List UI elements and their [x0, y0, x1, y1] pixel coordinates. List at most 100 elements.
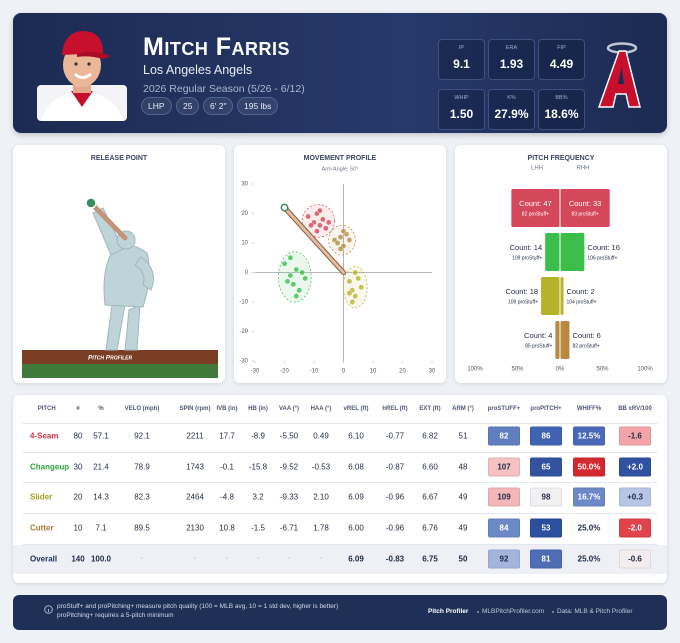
- table-cell: 78.9: [134, 462, 150, 472]
- row-divider: [23, 513, 657, 514]
- pitch-point: [299, 269, 305, 276]
- stat-value: 1.93: [499, 57, 524, 71]
- pitch-point: [290, 281, 297, 288]
- panel-subtitle: Arm Angle: 50°: [322, 166, 359, 172]
- x-tick-label: -10: [310, 369, 319, 375]
- stat-label: IP: [458, 45, 465, 51]
- table-cell: -: [320, 556, 322, 562]
- rating-cell: -1.6: [619, 426, 651, 446]
- rating-cell: 16.7%: [573, 487, 605, 507]
- pitch-point: [287, 254, 294, 261]
- x-tick-label: -20: [280, 369, 289, 375]
- pitch-point: [346, 278, 353, 285]
- footer-note: proPitching+ requires a 5-pitch minimum: [57, 612, 174, 619]
- separator: [552, 611, 554, 613]
- pitch-point: [308, 222, 314, 229]
- stat-box: ERA 1.93: [488, 39, 535, 80]
- pitch-point: [340, 228, 347, 234]
- pitch-point: [325, 219, 332, 226]
- rating-cell: 107: [488, 457, 520, 477]
- rating-cell: 25.0%: [577, 523, 601, 533]
- stat-label: ERA: [505, 45, 518, 51]
- panel-title: MOVEMENT PROFILE: [304, 155, 377, 162]
- player-header: Mitch Farris Los Angeles Angels 2026 Reg…: [13, 13, 667, 133]
- y-tick-label: 10: [241, 241, 248, 247]
- stat-box: K% 27.9%: [488, 89, 535, 130]
- y-tick-label: 0: [245, 270, 249, 276]
- pitch-point: [346, 237, 353, 243]
- pitch-point: [323, 225, 329, 232]
- pitch-point: [314, 228, 320, 234]
- y-tick-label: -20: [239, 329, 248, 335]
- table-cell: -9.33: [279, 492, 299, 502]
- rating-cell: -2.0: [619, 518, 651, 538]
- stat-label: WHIP: [454, 95, 469, 101]
- stat-box: IP 9.1: [438, 39, 485, 80]
- rating-cell: 65: [530, 457, 562, 477]
- stat-value: 4.49: [549, 57, 574, 71]
- y-tick-label: -30: [239, 359, 248, 365]
- table-cell: 49: [458, 492, 468, 502]
- stat-value: 18.6%: [544, 107, 579, 121]
- x-tick-label: -30: [251, 369, 260, 375]
- table-cell: 6.60: [422, 462, 438, 472]
- table-cell: 48: [458, 462, 468, 472]
- pill: LHP: [141, 97, 172, 115]
- count-label: Count: 16: [587, 243, 620, 252]
- player-name: Mitch Farris: [143, 33, 291, 61]
- separator: [477, 611, 479, 613]
- count-label: Count: 6: [572, 331, 600, 340]
- season: 2026 Regular Season (5/26 - 6/12): [143, 83, 305, 95]
- pitch-point: [349, 299, 356, 305]
- table-cell: 140: [71, 554, 85, 564]
- movement-panel: MOVEMENT PROFILE Arm Angle: 50° -30 -20 -1…: [234, 145, 446, 383]
- pitch-point: [358, 284, 364, 291]
- panel-title: PITCH FREQUENCY: [528, 155, 595, 162]
- stat-value: 9.1: [453, 57, 470, 71]
- x-tick-label: 50%: [596, 367, 609, 373]
- frequency-bar: [545, 233, 560, 271]
- rating-cell: 86: [530, 426, 562, 446]
- table-cell: 20: [73, 492, 83, 502]
- rating-cell: 53: [530, 518, 562, 538]
- column-header: proPITCH+: [530, 406, 562, 412]
- column-header: HAA (°): [310, 406, 332, 412]
- rating-cell: 25.0%: [577, 554, 601, 564]
- pitch-point: [320, 216, 326, 223]
- rating-cell: -0.6: [619, 549, 651, 569]
- rating-cell: 50.0%: [573, 457, 605, 477]
- pitch-point: [355, 275, 362, 282]
- table-cell: 6.75: [422, 554, 438, 564]
- pitch-name: Slider: [30, 492, 53, 502]
- table-cell: 7.1: [95, 523, 107, 533]
- footer-source: Data: MLB & Pitch Profiler: [557, 608, 633, 615]
- pitch-name: 4-Seam: [30, 431, 59, 441]
- rating-cell: 82: [488, 426, 520, 446]
- frequency-bar: [560, 321, 570, 359]
- frequency-chart: PITCH FREQUENCY 100% 50% 0% 50% 100% LHH Count…: [467, 155, 653, 373]
- table-cell: 6.09: [348, 554, 364, 564]
- frequency-bar: [560, 277, 564, 315]
- release-point-panel: RELEASE POINT Pitch Profiler: [13, 145, 225, 383]
- rating-cell: 81: [530, 549, 562, 569]
- rating-cell: +0.3: [619, 487, 651, 507]
- pitch-point: [293, 293, 300, 299]
- rating-cell: 92: [488, 549, 520, 569]
- footer-brand: Pitch Profiler: [428, 608, 469, 615]
- stuff-label: 82 proStuff+: [522, 211, 549, 217]
- table-cell: 89.5: [134, 523, 150, 533]
- footer: proStuff+ and proPitching+ measure pitch…: [13, 595, 667, 630]
- pitch-point: [352, 269, 359, 276]
- arm-ball: [280, 203, 289, 212]
- rating-cell: +2.0: [619, 457, 651, 477]
- column-header: WHIFF%: [576, 406, 602, 412]
- frequency-bar: [560, 189, 610, 227]
- mound: [22, 350, 218, 364]
- table-cell: -: [288, 556, 290, 562]
- table-cell: -4.8: [220, 492, 234, 502]
- count-label: Count: 18: [506, 287, 539, 296]
- column-header: %: [98, 406, 104, 412]
- stat-label: FIP: [557, 45, 566, 51]
- pitch-name: Changeup: [30, 462, 70, 472]
